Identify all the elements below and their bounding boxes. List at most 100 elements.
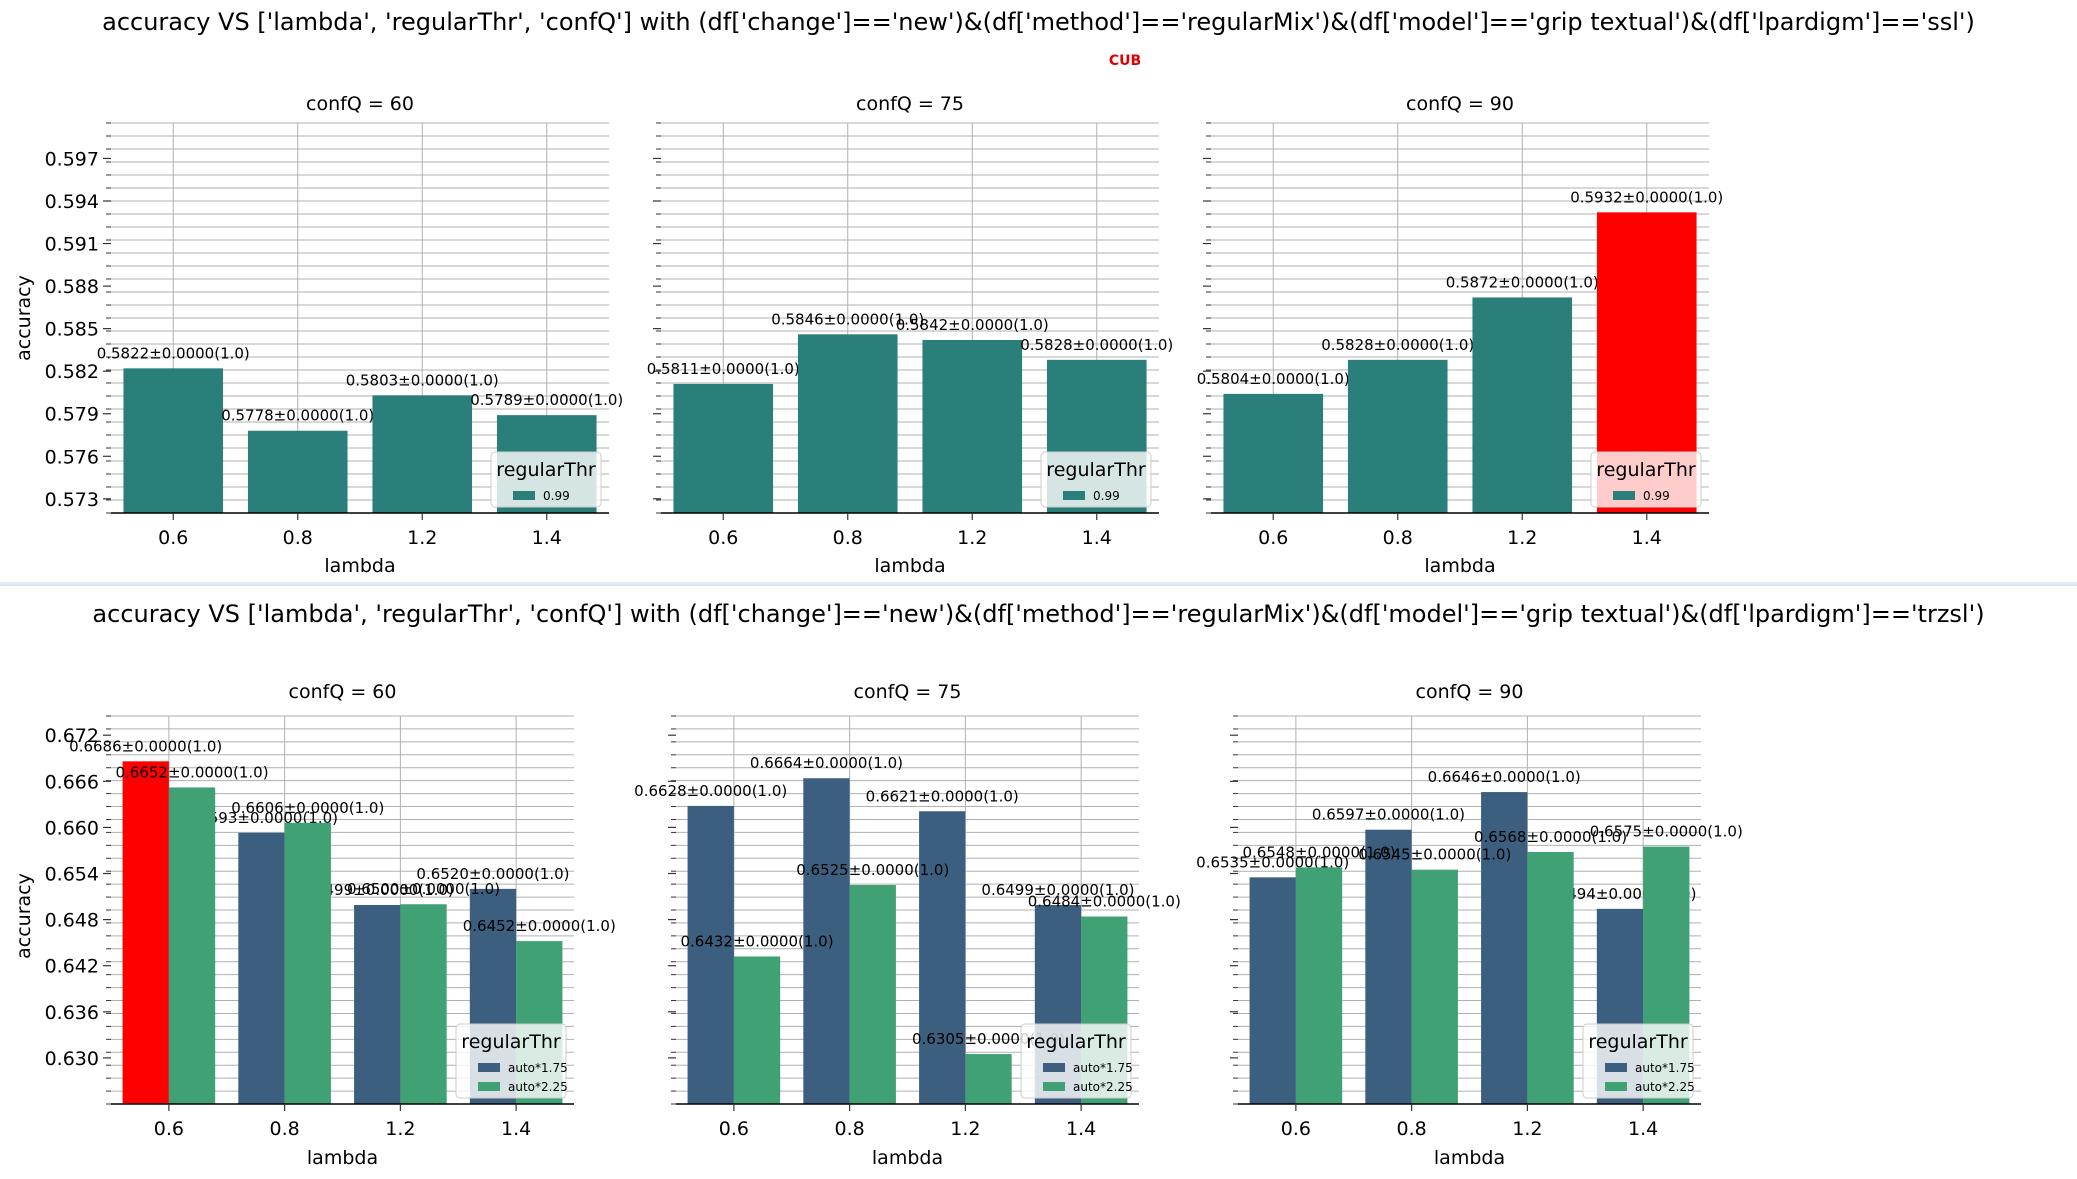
data-label: 0.6628±0.0000(1.0) — [634, 782, 787, 800]
x-tick-label: 0.6 — [1258, 527, 1288, 549]
data-label: 0.5778±0.0000(1.0) — [221, 407, 374, 425]
legend-box — [1020, 1023, 1132, 1099]
data-label: 0.6545±0.0000(1.0) — [1358, 846, 1511, 864]
legend-title: regularThr — [1588, 1031, 1688, 1053]
bar — [922, 339, 1023, 513]
x-tick-label: 1.4 — [1082, 527, 1112, 549]
data-label: 0.6535±0.0000(1.0) — [1196, 853, 1349, 871]
bar — [1481, 792, 1528, 1104]
data-label: 0.6575±0.0000(1.0) — [1590, 823, 1743, 841]
panel-2: 0.5811±0.0000(1.0)0.5846±0.0000(1.0)0.58… — [647, 93, 1174, 577]
y-tick-label: 0.588 — [45, 276, 99, 298]
bar — [354, 905, 401, 1104]
x-tick-label: 0.8 — [1383, 527, 1413, 549]
y-tick-label: 0.591 — [45, 234, 99, 256]
x-axis-label: lambda — [1424, 555, 1495, 577]
data-label: 0.6664±0.0000(1.0) — [750, 754, 903, 772]
bar — [1472, 297, 1573, 513]
x-tick-label: 1.2 — [950, 1118, 980, 1140]
bar — [238, 832, 285, 1104]
x-tick-label: 0.6 — [719, 1118, 749, 1140]
panel-1: 0.630 0.636 0.642 0.648 0.654 0.660 0.666 0.672… — [13, 681, 616, 1169]
legend: regularThr 0.99 — [1040, 451, 1152, 508]
figure-title: accuracy VS ['lambda', 'regularThr', 'co… — [92, 600, 1985, 628]
x-tick-label: 1.4 — [501, 1118, 531, 1140]
data-label: 0.5828±0.0000(1.0) — [1020, 336, 1173, 354]
legend-label: auto*2.25 — [1635, 1080, 1695, 1094]
legend-box — [455, 1023, 567, 1099]
x-tick-label: 1.4 — [1066, 1118, 1096, 1140]
panel-title: confQ = 75 — [856, 93, 964, 115]
y-axis-label: accuracy — [13, 873, 35, 959]
legend-swatch — [1043, 1063, 1065, 1072]
legend-title: regularThr — [1026, 1031, 1126, 1053]
y-tick-label: 0.636 — [45, 1002, 99, 1024]
legend-label: auto*1.75 — [1073, 1061, 1133, 1075]
y-tick-label: 0.585 — [45, 319, 99, 341]
legend-title: regularThr — [1046, 459, 1146, 481]
bar — [673, 383, 774, 513]
data-label: 0.5932±0.0000(1.0) — [1570, 188, 1723, 206]
bar — [1527, 851, 1574, 1104]
x-tick-label: 1.4 — [1628, 1118, 1658, 1140]
bar — [1347, 359, 1448, 513]
bar — [965, 1054, 1012, 1104]
data-label: 0.6548±0.0000(1.0) — [1242, 843, 1395, 861]
y-tick-label: 0.666 — [45, 771, 99, 793]
data-label: 0.6499±0.0000(1.0) — [301, 881, 454, 899]
legend: regularThr auto*1.75 auto*2.25 — [455, 1023, 568, 1099]
legend-label: 0.99 — [1093, 489, 1120, 503]
y-tick-label: 0.594 — [45, 191, 99, 213]
legend-swatch — [1613, 491, 1635, 500]
panel-title: confQ = 90 — [1406, 93, 1514, 115]
legend-swatch — [1605, 1063, 1627, 1072]
data-label: 0.5842±0.0000(1.0) — [896, 316, 1049, 334]
panel-title: confQ = 60 — [306, 93, 414, 115]
bar — [803, 778, 850, 1104]
bar — [687, 805, 734, 1104]
legend-title: regularThr — [461, 1031, 561, 1053]
data-label: 0.5822±0.0000(1.0) — [97, 344, 250, 362]
y-tick-label: 0.582 — [45, 361, 99, 383]
legend: regularThr auto*1.75 auto*2.25 — [1020, 1023, 1133, 1099]
x-axis-label: lambda — [307, 1147, 378, 1169]
x-tick-label: 0.6 — [154, 1118, 184, 1140]
legend-swatch — [1605, 1082, 1627, 1091]
bar — [849, 885, 896, 1104]
y-tick-label: 0.642 — [45, 956, 99, 978]
data-label: 0.6499±0.0000(1.0) — [981, 881, 1134, 899]
panel-2: 0.6628±0.0000(1.0) 0.6664±0.0000(1.0) 0.66… — [634, 681, 1181, 1169]
data-label: 0.5846±0.0000(1.0) — [771, 310, 924, 328]
y-tick-label: 0.573 — [45, 489, 99, 511]
bar — [1365, 829, 1412, 1104]
data-label: 0.6606±0.0000(1.0) — [231, 799, 384, 817]
x-axis-label: lambda — [1434, 1147, 1505, 1169]
bar — [1411, 869, 1458, 1104]
y-tick-label: 0.654 — [45, 864, 99, 886]
data-label: 0.5828±0.0000(1.0) — [1321, 336, 1474, 354]
x-tick-label: 1.2 — [385, 1118, 415, 1140]
y-tick-label: 0.579 — [45, 404, 99, 426]
figure-subtitle: CUB — [1108, 53, 1142, 69]
panel-3: 0.5804±0.0000(1.0) 0.5828±0.0000(1.0) 0.58… — [1197, 93, 1724, 577]
legend-label: 0.99 — [543, 489, 570, 503]
x-tick-label: 0.6 — [708, 527, 738, 549]
bar — [797, 334, 898, 513]
x-tick-label: 0.8 — [835, 1118, 865, 1140]
y-tick-label: 0.648 — [45, 910, 99, 932]
y-tick-label: 0.660 — [45, 817, 99, 839]
x-tick-label: 0.8 — [833, 527, 863, 549]
x-tick-label: 0.8 — [1397, 1118, 1427, 1140]
figure-title: accuracy VS ['lambda', 'regularThr', 'co… — [102, 8, 1975, 36]
x-tick-label: 1.2 — [1507, 527, 1537, 549]
y-tick-label: 0.630 — [45, 1048, 99, 1070]
data-label: 0.6500±0.0000(1.0) — [347, 880, 500, 898]
bar — [733, 956, 781, 1104]
bar — [1223, 393, 1324, 513]
y-tick-label: 0.576 — [45, 446, 99, 468]
legend-swatch — [478, 1063, 500, 1072]
panel-1: 0.573 0.576 0.579 0.582 0.585 0.588 0.591 0.594… — [13, 93, 623, 577]
x-tick-label: 0.6 — [1281, 1118, 1311, 1140]
legend-label: 0.99 — [1643, 489, 1670, 503]
chart-trzsl: 0.630 0.636 0.642 0.648 0.654 0.660 0.666 0.672… — [13, 681, 1743, 1169]
